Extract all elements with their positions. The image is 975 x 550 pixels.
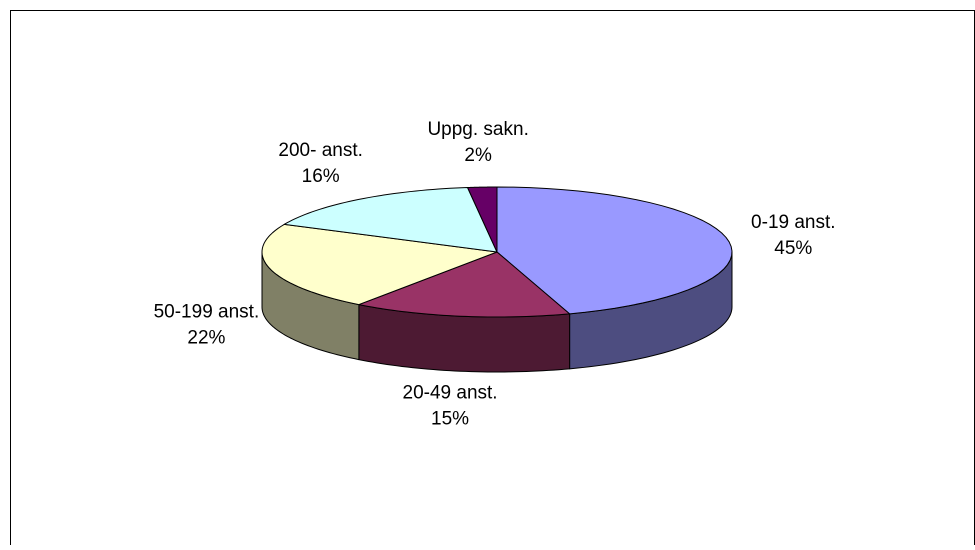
slice-label: 0-19 anst. [751,212,836,233]
pie-slice [496,186,733,315]
slice-label: 200- anst. [278,140,363,161]
slice-label: Uppg. sakn. [427,119,528,140]
pie-slice [283,187,498,253]
value-label: 45% [774,238,812,259]
slice-label: 50-199 anst. [154,301,260,322]
value-label: 2% [464,145,492,166]
value-label: 22% [187,327,225,348]
value-label: 15% [431,409,469,430]
value-label: 16% [302,166,340,187]
pie-slice [358,251,571,318]
slice-label: 20-49 anst. [403,383,498,404]
pie-slice [467,186,498,253]
